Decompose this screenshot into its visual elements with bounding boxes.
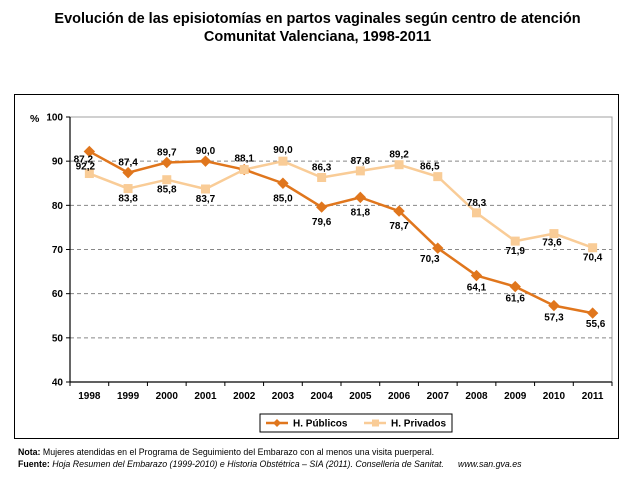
data-label: 89,2 [389,150,409,161]
data-point [586,307,599,319]
data-label: 90,0 [273,145,293,156]
legend-marker [372,419,379,427]
data-point [549,229,559,239]
data-label: 83,8 [118,194,138,205]
data-point [315,201,328,213]
x-tick-label: 2005 [349,391,372,402]
data-label: 86,3 [312,163,332,174]
data-point [354,191,367,204]
note-label: Nota: [18,447,41,457]
y-tick-label: 40 [52,378,64,389]
x-tick-label: 1998 [78,391,101,402]
y-tick-label: 80 [52,201,64,212]
data-label: 85,0 [273,193,293,204]
data-label: 86,5 [420,162,440,173]
data-label: 55,6 [586,319,606,330]
data-point [277,177,289,189]
chart-frame [14,94,619,439]
data-point [510,236,520,246]
x-tick-label: 2004 [311,391,334,402]
data-point [433,172,443,182]
data-label: 92,2 [76,161,96,172]
data-point [432,242,444,254]
data-point [355,166,365,176]
source-label: Fuente: [18,459,50,469]
data-point [394,160,404,170]
data-label: 71,9 [505,246,525,257]
data-label: 87,4 [118,158,138,169]
legend-box [259,413,453,433]
data-label: 88,1 [234,154,254,165]
legend-label: H. Públicos [293,419,348,430]
data-label: 78,3 [467,198,487,209]
data-point [588,243,598,253]
data-point [317,173,327,183]
x-tick-label: 2000 [156,391,179,402]
series-line [88,159,594,249]
y-tick-label: 90 [52,157,64,168]
x-tick-label: 2003 [272,391,295,402]
x-tick-label: 2002 [233,391,256,402]
data-point [199,155,212,167]
x-tick-label: 2010 [543,391,566,402]
y-tick-label: 50 [52,333,64,344]
data-point [472,208,481,218]
data-point [84,169,94,179]
data-point [239,165,249,175]
data-point [548,299,560,312]
data-label: 70,3 [420,254,440,265]
data-point [470,269,483,282]
x-tick-label: 2009 [504,391,527,402]
data-label: 78,7 [389,221,409,232]
x-tick-label: 2001 [194,391,217,402]
data-label: 70,4 [583,253,603,264]
note-text: Mujeres atendidas en el Programa de Segu… [40,447,435,457]
y-axis-label: % [30,113,40,125]
data-label: 64,1 [467,283,487,294]
x-tick-label: 2008 [465,391,488,402]
data-point [123,184,133,194]
data-point [278,156,288,166]
data-point [122,166,134,179]
note-line: Nota: Mujeres atendidas en el Programa d… [18,447,434,458]
y-tick-label: 60 [52,289,64,300]
source-line: Fuente: Hoja Resumen del Embarazo (1999-… [18,459,444,470]
data-label: 81,8 [351,207,371,218]
x-tick-label: 2007 [427,391,450,402]
data-point [83,145,96,158]
legend-label: H. Privados [391,419,446,430]
source-text: Hoja Resumen del Embarazo (1999-2010) e … [49,459,444,469]
data-point [162,175,172,185]
data-label: 90,0 [196,146,216,157]
data-point [509,280,521,293]
data-label: 57,3 [544,313,564,324]
y-tick-label: 70 [52,245,64,256]
data-label: 89,7 [157,147,177,158]
x-tick-label: 2006 [388,391,411,402]
data-label: 61,6 [505,294,525,305]
data-point [201,184,210,194]
data-label: 87,2 [74,155,94,166]
data-label: 85,8 [157,185,177,196]
data-point [393,205,405,217]
x-tick-label: 1999 [117,391,140,402]
data-label: 83,7 [196,194,216,205]
source-url: www.san.gva.es [458,459,522,469]
series-line [88,150,593,315]
y-tick-label: 100 [46,113,63,124]
data-label: 87,8 [351,156,371,167]
chart-title-line1: Evolución de las episiotomías en partos … [54,11,581,27]
data-label: 79,6 [312,217,332,228]
legend-marker [273,419,281,427]
plot-area [69,116,613,383]
data-point [161,156,173,169]
data-label: 73,6 [542,238,562,249]
x-tick-label: 2011 [582,391,604,402]
chart-title-line2: Comunitat Valenciana, 1998-2011 [203,29,432,45]
